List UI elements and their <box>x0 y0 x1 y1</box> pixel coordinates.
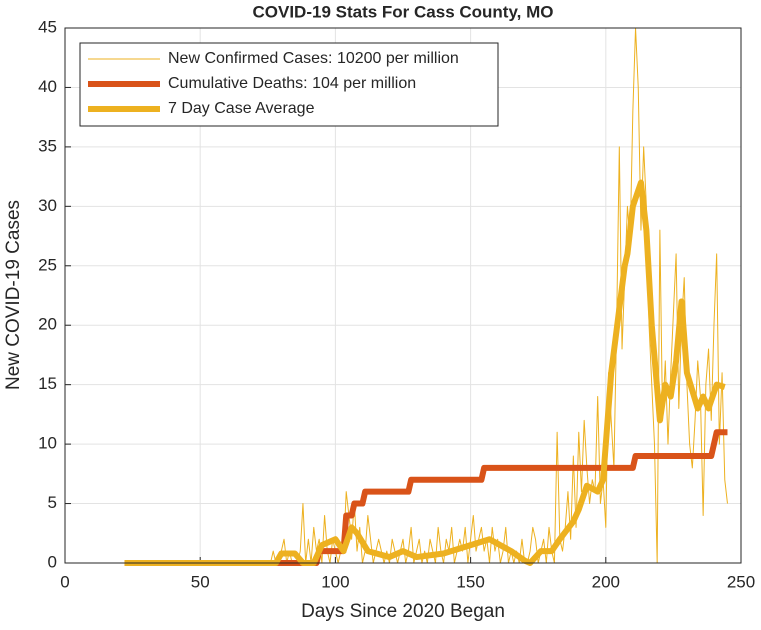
x-tick-label: 0 <box>60 572 69 591</box>
x-tick-label: 250 <box>727 572 755 591</box>
legend-label: Cumulative Deaths: 104 per million <box>168 75 416 92</box>
plot-border <box>64 27 742 564</box>
legend-label: New Confirmed Cases: 10200 per million <box>168 50 459 67</box>
y-tick-label: 45 <box>38 17 57 36</box>
y-axis-label: New COVID-19 Cases <box>3 200 24 390</box>
y-tick-label: 35 <box>38 136 57 155</box>
x-tick-label: 200 <box>592 572 620 591</box>
y-tick-label: 15 <box>38 374 57 393</box>
y-tick-label: 40 <box>38 77 57 96</box>
series-line <box>124 179 726 566</box>
legend-label: 7 Day Case Average <box>168 100 315 117</box>
x-tick-label: 150 <box>456 572 484 591</box>
x-axis-label: Days Since 2020 Began <box>301 601 505 622</box>
y-tick-label: 5 <box>48 493 57 512</box>
y-tick-label: 10 <box>38 434 57 453</box>
legend: New Confirmed Cases: 10200 per million Cu… <box>79 42 499 127</box>
y-tick-label: 0 <box>48 552 57 571</box>
y-tick-label: 20 <box>38 315 57 334</box>
y-tick-label: 25 <box>38 255 57 274</box>
x-tick-label: 100 <box>321 572 349 591</box>
x-tick-label: 50 <box>191 572 210 591</box>
chart-title: COVID-19 Stats For Cass County, MO <box>252 2 553 21</box>
y-tick-label: 30 <box>38 196 57 215</box>
